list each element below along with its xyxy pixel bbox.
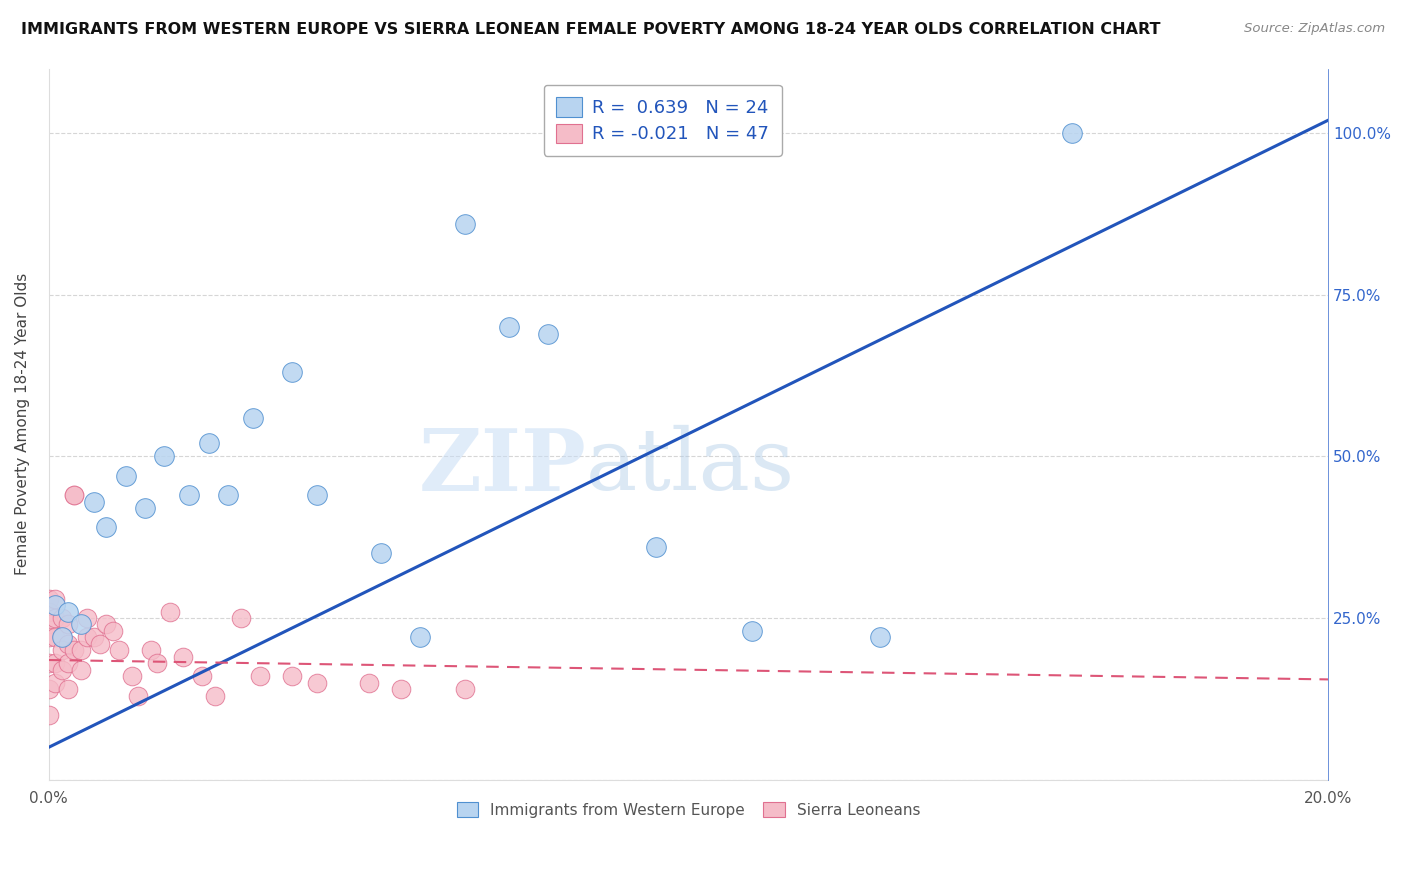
Point bbox=[409, 631, 432, 645]
Point bbox=[63, 643, 86, 657]
Legend: Immigrants from Western Europe, Sierra Leoneans: Immigrants from Western Europe, Sierra L… bbox=[449, 794, 928, 825]
Point bbox=[179, 488, 201, 502]
Point bbox=[51, 631, 73, 645]
Point bbox=[307, 488, 329, 502]
Point bbox=[146, 657, 169, 671]
Point bbox=[645, 540, 668, 554]
Point bbox=[51, 643, 73, 657]
Point bbox=[51, 631, 73, 645]
Point bbox=[370, 546, 392, 560]
Point bbox=[56, 605, 79, 619]
Point bbox=[44, 631, 66, 645]
Point bbox=[83, 494, 105, 508]
Point bbox=[76, 631, 98, 645]
Point bbox=[453, 217, 475, 231]
Point bbox=[38, 617, 60, 632]
Point bbox=[281, 669, 304, 683]
Point bbox=[63, 488, 86, 502]
Point bbox=[56, 682, 79, 697]
Point bbox=[38, 631, 60, 645]
Point bbox=[44, 657, 66, 671]
Point bbox=[197, 436, 219, 450]
Point bbox=[44, 611, 66, 625]
Point bbox=[44, 598, 66, 612]
Point bbox=[281, 365, 304, 379]
Point bbox=[127, 689, 149, 703]
Point bbox=[38, 657, 60, 671]
Point bbox=[56, 657, 79, 671]
Point bbox=[307, 675, 329, 690]
Point bbox=[69, 643, 91, 657]
Text: atlas: atlas bbox=[586, 425, 796, 508]
Y-axis label: Female Poverty Among 18-24 Year Olds: Female Poverty Among 18-24 Year Olds bbox=[15, 273, 30, 575]
Text: ZIP: ZIP bbox=[419, 425, 586, 508]
Point bbox=[153, 450, 176, 464]
Point bbox=[389, 682, 412, 697]
Point bbox=[51, 663, 73, 677]
Point bbox=[83, 631, 105, 645]
Point bbox=[139, 643, 162, 657]
Point bbox=[69, 617, 91, 632]
Point bbox=[69, 663, 91, 677]
Point bbox=[134, 501, 156, 516]
Point bbox=[229, 611, 252, 625]
Point bbox=[44, 591, 66, 606]
Point bbox=[44, 675, 66, 690]
Point bbox=[121, 669, 143, 683]
Point bbox=[38, 605, 60, 619]
Point bbox=[38, 682, 60, 697]
Point bbox=[537, 326, 560, 341]
Point bbox=[1062, 126, 1084, 140]
Point bbox=[108, 643, 131, 657]
Point bbox=[101, 624, 124, 638]
Point bbox=[56, 637, 79, 651]
Point bbox=[38, 591, 60, 606]
Point bbox=[453, 682, 475, 697]
Point bbox=[114, 468, 136, 483]
Point bbox=[63, 488, 86, 502]
Point bbox=[172, 649, 194, 664]
Point bbox=[56, 617, 79, 632]
Text: Source: ZipAtlas.com: Source: ZipAtlas.com bbox=[1244, 22, 1385, 36]
Point bbox=[869, 631, 891, 645]
Text: IMMIGRANTS FROM WESTERN EUROPE VS SIERRA LEONEAN FEMALE POVERTY AMONG 18-24 YEAR: IMMIGRANTS FROM WESTERN EUROPE VS SIERRA… bbox=[21, 22, 1160, 37]
Point bbox=[357, 675, 380, 690]
Point bbox=[96, 617, 118, 632]
Point bbox=[217, 488, 239, 502]
Point bbox=[96, 520, 118, 534]
Point bbox=[38, 708, 60, 723]
Point bbox=[242, 410, 264, 425]
Point bbox=[191, 669, 214, 683]
Point bbox=[89, 637, 111, 651]
Point bbox=[741, 624, 763, 638]
Point bbox=[51, 611, 73, 625]
Point bbox=[159, 605, 181, 619]
Point bbox=[498, 320, 520, 334]
Point bbox=[249, 669, 271, 683]
Point bbox=[76, 611, 98, 625]
Point bbox=[204, 689, 226, 703]
